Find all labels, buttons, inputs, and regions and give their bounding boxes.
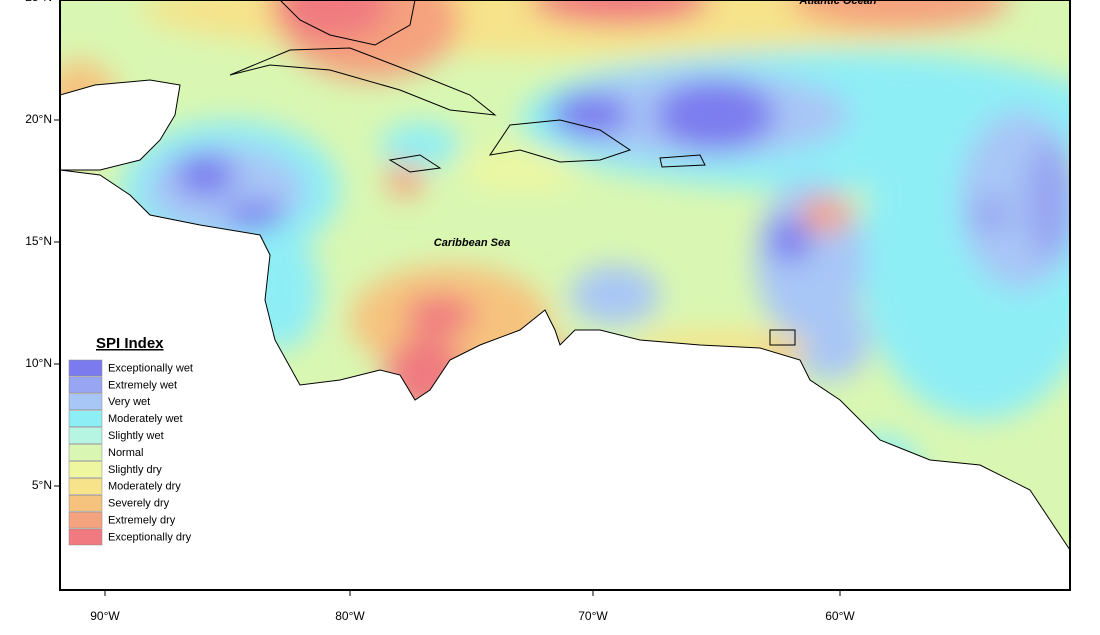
legend-label: Extremely dry [108,515,176,527]
legend-swatch [68,359,103,377]
lon-label: 60°W [825,609,855,623]
legend-label: Moderately wet [108,413,183,425]
legend-label: Slightly dry [108,464,162,476]
place-label: Caribbean Sea [434,237,510,249]
lon-label: 90°W [90,609,120,623]
lat-label: 15°N [25,234,52,248]
lon-label: 70°W [578,609,608,623]
legend-swatch [68,444,103,461]
legend-swatch [68,528,103,546]
legend-swatch [68,461,103,478]
map-frame [59,0,1071,591]
lon-label: 80°W [335,609,365,623]
legend-swatch [68,478,103,495]
legend-swatch [68,494,103,512]
legend-swatch [68,376,103,394]
spi-field [60,0,1070,590]
legend: SPI Index Exceptionally wet Extremely wet V… [68,335,193,546]
lat-label: 10°N [25,356,52,370]
legend-label: Very wet [108,396,150,408]
legend-title: SPI Index [96,335,164,352]
legend-label: Exceptionally dry [108,531,192,543]
legend-label: Moderately dry [108,481,181,493]
legend-swatch [68,427,103,444]
lat-label: 5°N [32,478,52,492]
place-label: Atlantic Ocean [798,0,876,7]
lat-label: 20°N [25,112,52,126]
legend-swatch [68,393,103,411]
legend-swatch [68,511,103,529]
legend-label: Severely dry [108,498,170,510]
legend-label: Normal [108,447,143,459]
legend-label: Exceptionally wet [108,362,193,374]
legend-label: Slightly wet [108,430,164,442]
lat-label: 25°N [25,0,52,4]
legend-swatch [68,410,103,427]
legend-label: Extremely wet [108,379,177,391]
